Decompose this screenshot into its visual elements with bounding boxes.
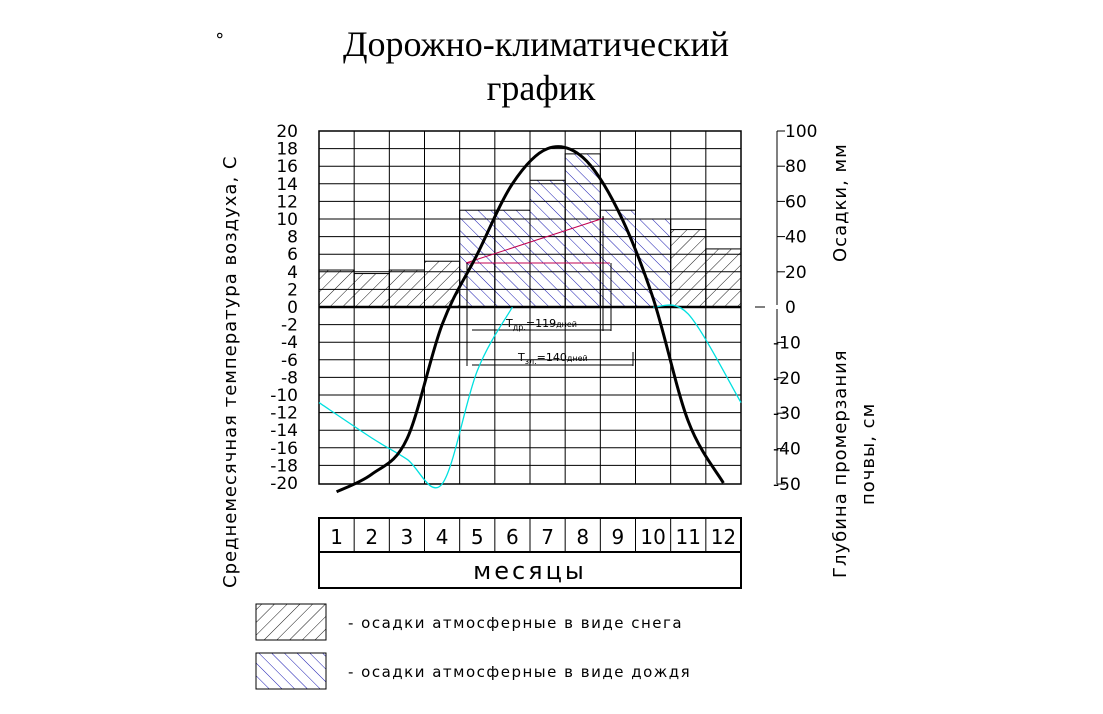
- temp-tick-label: -12: [270, 404, 298, 424]
- chart-title-line2: график: [487, 68, 596, 108]
- month-label-9: 9: [612, 525, 625, 549]
- depth-tick-label: -30: [773, 404, 801, 424]
- period-annotations: Тдр.=119дней Тзл.=140дней: [465, 216, 634, 366]
- month-label-7: 7: [541, 525, 554, 549]
- precip-bar-3: [388, 269, 426, 308]
- legend-snow-label: - осадки атмосферные в виде снега: [348, 614, 683, 632]
- month-label-8: 8: [576, 525, 589, 549]
- axis-ticks: 20181614121086420-2-4-6-8-10-12-14-16-18…: [270, 122, 817, 495]
- temp-tick-label: 6: [287, 245, 298, 265]
- month-label-10: 10: [640, 525, 665, 549]
- legend-rain-label: - осадки атмосферные в виде дождя: [348, 663, 691, 681]
- xlabel-frame: [318, 551, 742, 589]
- temp-tick-label: 4: [287, 263, 298, 283]
- y-axis-depth-label-line1: Глубина промерзания: [830, 349, 851, 578]
- month-label-12: 12: [711, 525, 736, 549]
- precip-bar-1: [318, 269, 355, 308]
- temp-tick-label: 8: [287, 228, 298, 248]
- precip-bar-8: [564, 153, 601, 308]
- legend-swatch-rain: [255, 652, 327, 690]
- precip-tick-label: 0: [785, 298, 796, 318]
- temp-tick-label: 18: [276, 140, 298, 160]
- temp-tick-label: -10: [270, 386, 298, 406]
- temp-tick-label: -14: [270, 421, 298, 441]
- month-label-2: 2: [365, 525, 378, 549]
- precip-bar-7: [529, 179, 566, 308]
- precip-bar-6: [494, 209, 531, 308]
- month-label-4: 4: [436, 525, 449, 549]
- month-label-5: 5: [471, 525, 484, 549]
- temp-tick-label: -18: [270, 456, 298, 476]
- depth-tick-label: -50: [773, 475, 801, 495]
- depth-tick-label: -40: [773, 440, 801, 460]
- precip-bars: [318, 153, 742, 308]
- month-label-11: 11: [676, 525, 701, 549]
- months-row: 1 2 3 4 5 6 7 8 9 10 11 12: [318, 517, 742, 589]
- chart-title-line1: Дорожно-климатический: [343, 24, 729, 64]
- grid: [318, 130, 742, 485]
- temp-tick-label: 10: [276, 210, 298, 230]
- temp-tick-label: -4: [281, 333, 298, 353]
- y-axis-precip-label: Осадки, мм: [830, 143, 851, 262]
- precip-bar-9: [599, 209, 636, 308]
- temp-tick-label: 2: [287, 280, 298, 300]
- frost-depth-line: [318, 306, 513, 489]
- temp-tick-label: -20: [270, 474, 298, 494]
- annotation-t2-label: Тзл.=140дней: [517, 351, 588, 366]
- month-label-1: 1: [330, 525, 343, 549]
- temp-tick-label: 14: [276, 175, 298, 195]
- precip-bar-2: [353, 273, 390, 308]
- precip-tick-label: 100: [785, 122, 817, 142]
- depth-tick-label: -20: [773, 369, 801, 389]
- frost-depth-line-autumn: [652, 304, 742, 403]
- x-axis-label: месяцы: [473, 557, 587, 585]
- temp-tick-label: -6: [281, 351, 298, 371]
- annotation-diagonal-line: [465, 217, 605, 264]
- temp-tick-label: 0: [287, 298, 298, 318]
- y-axis-left-degree: °: [214, 30, 235, 40]
- precip-bar-11: [670, 229, 707, 308]
- legend-swatch-snow: [255, 603, 327, 641]
- month-label-3: 3: [401, 525, 414, 549]
- annotation-t1-label: Тдр.=119дней: [505, 317, 577, 332]
- temp-tick-label: 12: [276, 192, 298, 212]
- temp-tick-label: 20: [276, 122, 298, 142]
- month-label-6: 6: [506, 525, 519, 549]
- depth-tick-label: -10: [773, 333, 801, 353]
- precip-tick-label: 40: [785, 228, 807, 248]
- temp-tick-label: -16: [270, 439, 298, 459]
- y-axis-left-label: Среднемесячная температура воздуха, С: [220, 156, 241, 588]
- precip-bar-12: [705, 248, 742, 308]
- series-lines: [318, 145, 742, 494]
- precip-tick-label: 20: [785, 263, 807, 283]
- y-axis-depth-label-line2: почвы, см: [858, 403, 879, 505]
- temp-tick-label: -8: [281, 368, 298, 388]
- precip-tick-label: 80: [785, 157, 807, 177]
- precip-tick-label: 60: [785, 192, 807, 212]
- temp-tick-label: -2: [281, 316, 298, 336]
- temp-tick-label: 16: [276, 157, 298, 177]
